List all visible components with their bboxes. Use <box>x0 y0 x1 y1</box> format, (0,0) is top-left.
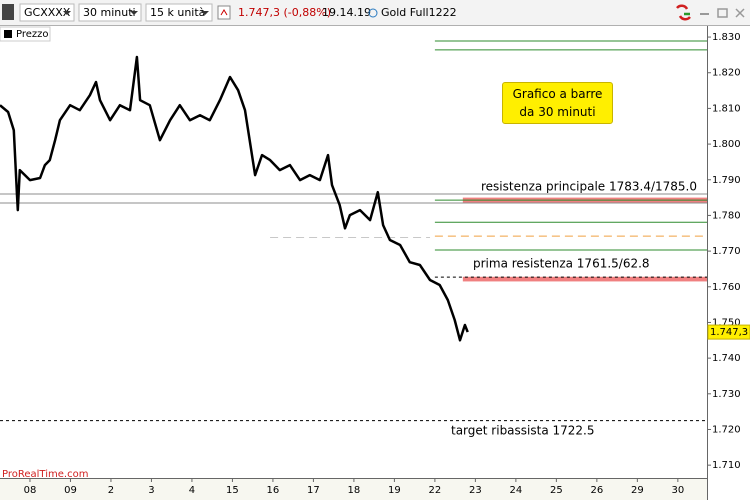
price-line <box>0 55 469 342</box>
period-select[interactable] <box>78 3 142 22</box>
x-tick-label: 17 <box>307 485 320 496</box>
x-tick-label: 24 <box>510 485 523 496</box>
x-tick-label: 16 <box>267 485 280 496</box>
legend <box>0 26 51 42</box>
annotation: prima resistenza 1761.5/62.8 <box>473 257 650 271</box>
watermark: ProRealTime.com <box>2 469 88 480</box>
x-tick-label: 23 <box>469 485 482 496</box>
x-tick-label: 22 <box>429 485 442 496</box>
x-tick-label: 09 <box>64 485 77 496</box>
close-button[interactable] <box>735 8 745 18</box>
y-tick-label: 1.750 <box>712 317 741 328</box>
x-tick-label: 3 <box>148 485 154 496</box>
annotation: target ribassista 1722.5 <box>451 424 595 438</box>
units: 15 k unità <box>150 6 205 19</box>
annotation-box: Grafico a barre da 30 minuti <box>502 82 613 124</box>
instrument: Gold Full1222 <box>381 6 457 19</box>
maximize-button[interactable] <box>717 8 728 18</box>
price: 1.747,3 (-0,88%) <box>238 6 331 19</box>
dropdown-arrow <box>63 11 71 15</box>
x-tick-label: 25 <box>550 485 563 496</box>
x-tick-label: 08 <box>24 485 37 496</box>
last-price-tag <box>707 324 750 340</box>
y-tick-label: 1.830 <box>712 32 741 43</box>
last-price-label: 1.747,3 <box>710 327 748 338</box>
y-tick-label: 1.810 <box>712 103 741 114</box>
y-tick-label: 1.770 <box>712 246 741 257</box>
period: 30 minuti <box>83 6 136 19</box>
y-tick-label: 1.710 <box>712 460 741 471</box>
time: 19.14.19 <box>322 6 371 19</box>
x-tick-label: 19 <box>388 485 401 496</box>
x-tick-label: 15 <box>226 485 239 496</box>
refresh-icon[interactable] <box>676 4 691 21</box>
y-tick-label: 1.730 <box>712 389 741 400</box>
y-tick-label: 1.740 <box>712 353 741 364</box>
legend-swatch <box>4 30 12 38</box>
x-axis-bg <box>0 478 707 500</box>
x-tick-label: 26 <box>590 485 603 496</box>
y-tick-label: 1.780 <box>712 210 741 221</box>
symbol-select[interactable] <box>19 3 75 22</box>
annotation: resistenza principale 1783.4/1785.0 <box>481 180 697 194</box>
instrument-icon <box>368 8 378 18</box>
x-tick-label: 29 <box>631 485 644 496</box>
y-tick-label: 1.790 <box>712 175 741 186</box>
units-select[interactable] <box>145 3 213 22</box>
price-icon-arrow <box>220 9 228 16</box>
legend-label: Prezzo <box>16 29 49 40</box>
symbol-icon[interactable] <box>2 4 14 20</box>
x-tick-label: 4 <box>189 485 195 496</box>
symbol: GCXXXX <box>24 6 71 19</box>
dropdown-arrow <box>201 11 209 15</box>
y-tick-label: 1.820 <box>712 68 741 79</box>
dropdown-arrow <box>130 11 138 15</box>
price-icon <box>217 5 231 20</box>
resistance-band <box>462 276 707 282</box>
y-tick-label: 1.800 <box>712 139 741 150</box>
x-tick-label: 18 <box>348 485 361 496</box>
x-tick-label: 2 <box>108 485 114 496</box>
x-tick-label: 30 <box>671 485 684 496</box>
y-tick-label: 1.760 <box>712 282 741 293</box>
y-tick-label: 1.720 <box>712 424 741 435</box>
